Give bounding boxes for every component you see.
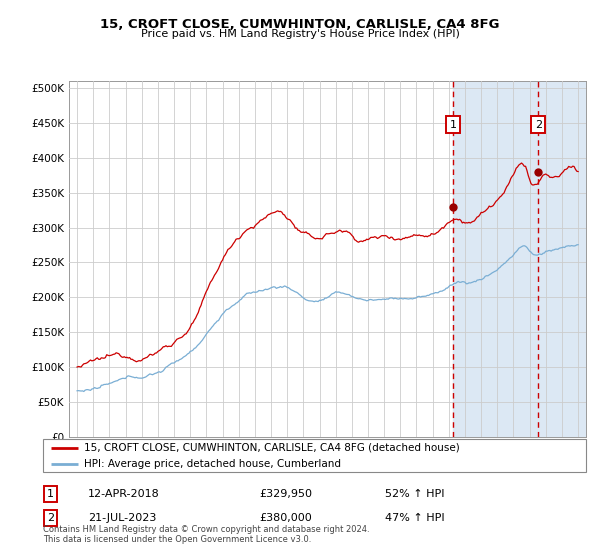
Text: 52% ↑ HPI: 52% ↑ HPI	[385, 489, 445, 499]
Text: 2: 2	[47, 513, 54, 523]
Text: 21-JUL-2023: 21-JUL-2023	[88, 513, 157, 523]
Text: 1: 1	[450, 120, 457, 129]
Text: £380,000: £380,000	[259, 513, 312, 523]
FancyBboxPatch shape	[43, 439, 586, 472]
Text: 12-APR-2018: 12-APR-2018	[88, 489, 160, 499]
Text: HPI: Average price, detached house, Cumberland: HPI: Average price, detached house, Cumb…	[84, 459, 341, 469]
Text: Contains HM Land Registry data © Crown copyright and database right 2024.
This d: Contains HM Land Registry data © Crown c…	[43, 525, 370, 544]
Text: 47% ↑ HPI: 47% ↑ HPI	[385, 513, 445, 523]
Text: 1: 1	[47, 489, 54, 499]
Bar	[454, 81, 586, 437]
Text: Price paid vs. HM Land Registry's House Price Index (HPI): Price paid vs. HM Land Registry's House …	[140, 29, 460, 39]
Text: 15, CROFT CLOSE, CUMWHINTON, CARLISLE, CA4 8FG (detached house): 15, CROFT CLOSE, CUMWHINTON, CARLISLE, C…	[84, 443, 460, 453]
Text: 2: 2	[535, 120, 542, 129]
Text: 15, CROFT CLOSE, CUMWHINTON, CARLISLE, CA4 8FG: 15, CROFT CLOSE, CUMWHINTON, CARLISLE, C…	[100, 18, 500, 31]
Bar	[538, 81, 586, 437]
Text: £329,950: £329,950	[259, 489, 312, 499]
